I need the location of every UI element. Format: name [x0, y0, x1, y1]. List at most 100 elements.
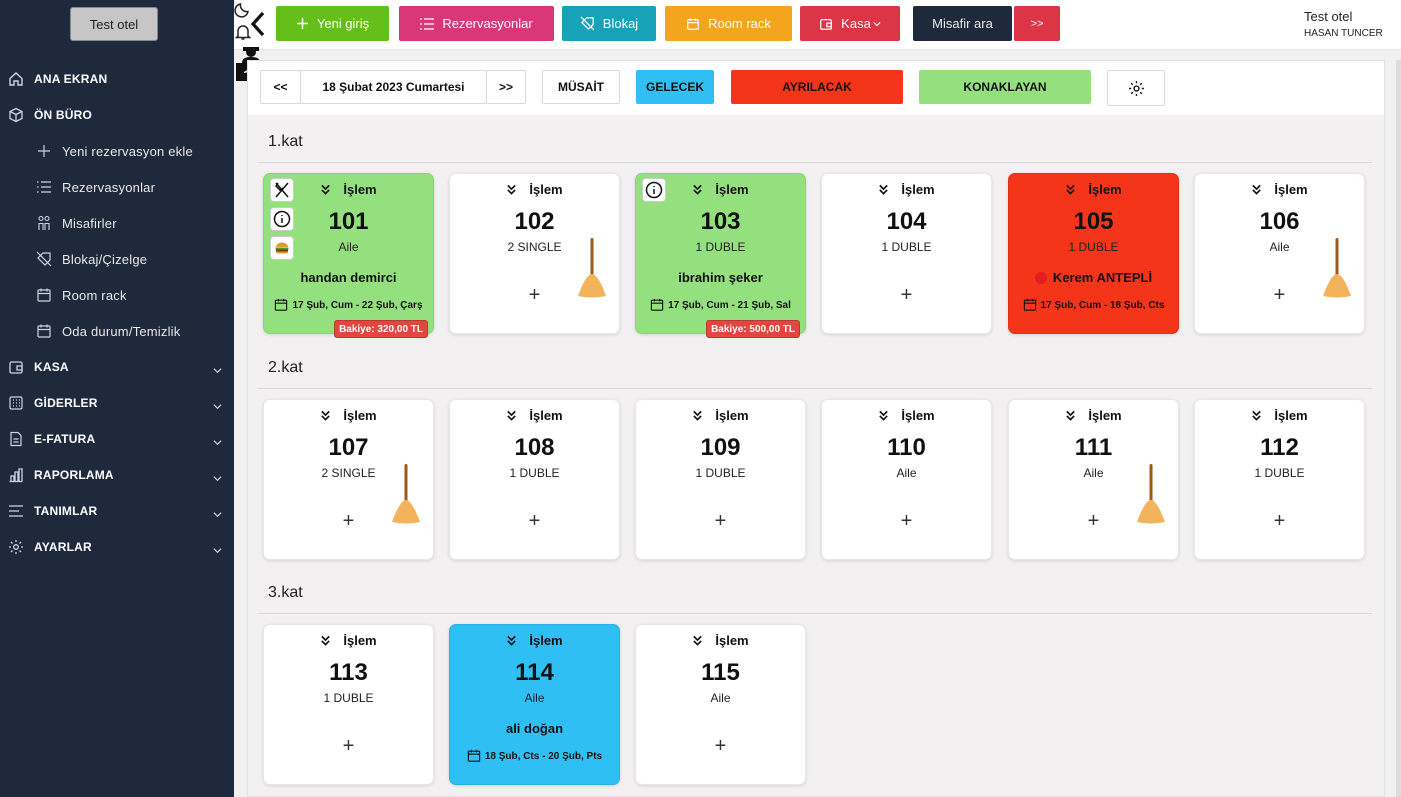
room-number: 112 — [1260, 434, 1299, 461]
room-card[interactable]: İşlem 102 2 SINGLE + — [449, 173, 620, 334]
calendar-icon — [650, 298, 664, 311]
back-arrow-icon[interactable] — [248, 10, 268, 38]
info-icon[interactable] — [270, 207, 294, 231]
filter-departing-button[interactable]: AYRILACAK — [731, 70, 903, 104]
bell-icon[interactable] — [234, 23, 1401, 46]
room-card[interactable]: İşlem 112 1 DUBLE + — [1194, 399, 1365, 560]
room-card[interactable]: İşlem 113 1 DUBLE + — [263, 624, 434, 785]
add-reservation-button[interactable]: + — [714, 510, 727, 532]
islem-dropdown-button[interactable]: İşlem — [1009, 408, 1178, 423]
sidebar-item-room-rack[interactable]: Room rack — [0, 277, 234, 313]
islem-dropdown-button[interactable]: İşlem — [1009, 182, 1178, 197]
add-reservation-button[interactable]: + — [528, 510, 541, 532]
prev-date-button[interactable]: << — [260, 70, 301, 104]
islem-dropdown-button[interactable]: İşlem — [264, 408, 433, 423]
room-card[interactable]: İşlem 103 1 DUBLE ibrahim şeker 17 Şub, Cum … — [635, 173, 806, 338]
islem-label: İşlem — [901, 408, 935, 423]
sidebar-item-oda-durum[interactable]: Oda durum/Temizlik — [0, 313, 234, 349]
add-reservation-button[interactable]: + — [342, 510, 355, 532]
add-reservation-button[interactable]: + — [900, 510, 913, 532]
add-reservation-button[interactable]: + — [342, 735, 355, 757]
sidebar-item-label: Misafirler — [62, 215, 117, 231]
islem-dropdown-button[interactable]: İşlem — [264, 633, 433, 648]
sidebar-item-rezervasyonlar[interactable]: Rezervasyonlar — [0, 169, 234, 205]
islem-dropdown-button[interactable]: İşlem — [636, 182, 805, 197]
scrollbar[interactable] — [1396, 60, 1401, 797]
islem-dropdown-button[interactable]: İşlem — [822, 408, 991, 423]
islem-dropdown-button[interactable]: İşlem — [822, 182, 991, 197]
user-hotel-name: Test otel — [1304, 9, 1353, 24]
room-card[interactable]: İşlem 111 Aile + — [1008, 399, 1179, 560]
room-rack-button[interactable]: Room rack — [665, 6, 792, 41]
add-reservation-button[interactable]: + — [1273, 284, 1286, 306]
sidebar-nav: ANA EKRAN ÖN BÜRO Yeni rezervasyon ekle … — [0, 61, 234, 565]
sidebar-item-ana-ekran[interactable]: ANA EKRAN — [0, 61, 234, 97]
new-entry-button[interactable]: Yeni giriş — [276, 6, 389, 41]
calendar-icon — [687, 17, 699, 30]
settings-button[interactable] — [1107, 70, 1165, 106]
room-card[interactable]: İşlem 108 1 DUBLE + — [449, 399, 620, 560]
add-reservation-button[interactable]: + — [900, 284, 913, 306]
next-date-button[interactable]: >> — [486, 70, 526, 104]
room-panel: << 18 Şubat 2023 Cumartesi >> MÜSAİT GEL… — [247, 60, 1385, 797]
islem-dropdown-button[interactable]: İşlem — [450, 182, 619, 197]
islem-dropdown-button[interactable]: İşlem — [450, 633, 619, 648]
sidebar-item-ayarlar[interactable]: AYARLAR — [0, 529, 234, 565]
islem-dropdown-button[interactable]: İşlem — [636, 408, 805, 423]
islem-dropdown-button[interactable]: İşlem — [264, 182, 433, 197]
date-display[interactable]: 18 Şubat 2023 Cumartesi — [300, 70, 487, 104]
sidebar-item-giderler[interactable]: GİDERLER — [0, 385, 234, 421]
fork-knife-icon[interactable] — [270, 178, 294, 202]
block-button[interactable]: Blokaj — [562, 6, 656, 41]
sidebar-item-label: Oda durum/Temizlik — [62, 323, 181, 339]
room-card[interactable]: İşlem 105 1 DUBLE Kerem ANTEPLİ 17 Şub, Cum … — [1008, 173, 1179, 334]
sidebar-item-blokaj[interactable]: Blokaj/Çizelge — [0, 241, 234, 277]
room-card[interactable]: İşlem 104 1 DUBLE + — [821, 173, 992, 334]
room-card[interactable]: İşlem 107 2 SINGLE + — [263, 399, 434, 560]
islem-label: İşlem — [1088, 408, 1122, 423]
plus-icon — [36, 143, 52, 159]
sidebar-item-misafirler[interactable]: Misafirler — [0, 205, 234, 241]
wallet-icon — [8, 359, 24, 375]
sidebar-item-e-fatura[interactable]: E-FATURA — [0, 421, 234, 457]
sidebar-item-label: Yeni rezervasyon ekle — [62, 143, 193, 159]
calendar-icon — [275, 298, 288, 311]
burger-icon[interactable] — [270, 236, 294, 260]
islem-dropdown-button[interactable]: İşlem — [1195, 408, 1364, 423]
add-reservation-button[interactable]: + — [714, 735, 727, 757]
filter-available-button[interactable]: MÜSAİT — [542, 70, 620, 104]
islem-dropdown-button[interactable]: İşlem — [636, 633, 805, 648]
room-type: 1 DUBLE — [323, 691, 374, 705]
reservations-button[interactable]: Rezervasyonlar — [399, 6, 554, 41]
islem-dropdown-button[interactable]: İşlem — [450, 408, 619, 423]
add-reservation-button[interactable]: + — [528, 284, 541, 306]
room-card[interactable]: İşlem 115 Aile + — [635, 624, 806, 785]
filter-future-button[interactable]: GELECEK — [636, 70, 714, 104]
room-number: 111 — [1074, 434, 1113, 461]
sidebar-item-on-buro[interactable]: ÖN BÜRO — [0, 97, 234, 133]
room-card[interactable]: İşlem 114 Aile ali doğan 18 Şub, Cts - 20 Şu… — [449, 624, 620, 785]
info-icon[interactable] — [642, 178, 666, 202]
room-card[interactable]: İşlem 110 Aile + — [821, 399, 992, 560]
sidebar-item-kasa[interactable]: KASA — [0, 349, 234, 385]
sidebar-item-yeni-rezervasyon[interactable]: Yeni rezervasyon ekle — [0, 133, 234, 169]
filter-staying-button[interactable]: KONAKLAYAN — [919, 70, 1091, 104]
add-reservation-button[interactable]: + — [1273, 510, 1286, 532]
moon-icon[interactable] — [234, 0, 1401, 23]
guest-search-button[interactable]: Misafir ara — [913, 6, 1012, 41]
room-number: 109 — [700, 434, 741, 461]
sidebar-item-raporlama[interactable]: RAPORLAMA — [0, 457, 234, 493]
room-card[interactable]: İşlem 109 1 DUBLE + — [635, 399, 806, 560]
cash-dropdown-button[interactable]: Kasa — [800, 6, 900, 41]
plus-icon — [296, 17, 308, 30]
sidebar-item-tanimlar[interactable]: TANIMLAR — [0, 493, 234, 529]
islem-dropdown-button[interactable]: İşlem — [1195, 182, 1364, 197]
guest-search-go-button[interactable]: >> — [1014, 6, 1060, 41]
add-reservation-button[interactable]: + — [1087, 510, 1100, 532]
floor-title: 3.kat — [268, 584, 303, 601]
hotel-selector-button[interactable]: Test otel — [70, 7, 158, 41]
room-card[interactable]: İşlem 106 Aile + — [1194, 173, 1365, 334]
room-card[interactable]: İşlem 101 Aile handan demirci 17 Şub, Cum - … — [263, 173, 434, 338]
sidebar-item-label: Blokaj/Çizelge — [62, 251, 148, 267]
stay-dates-text: 17 Şub, Cum - 21 Şub, Sal — [668, 300, 791, 312]
